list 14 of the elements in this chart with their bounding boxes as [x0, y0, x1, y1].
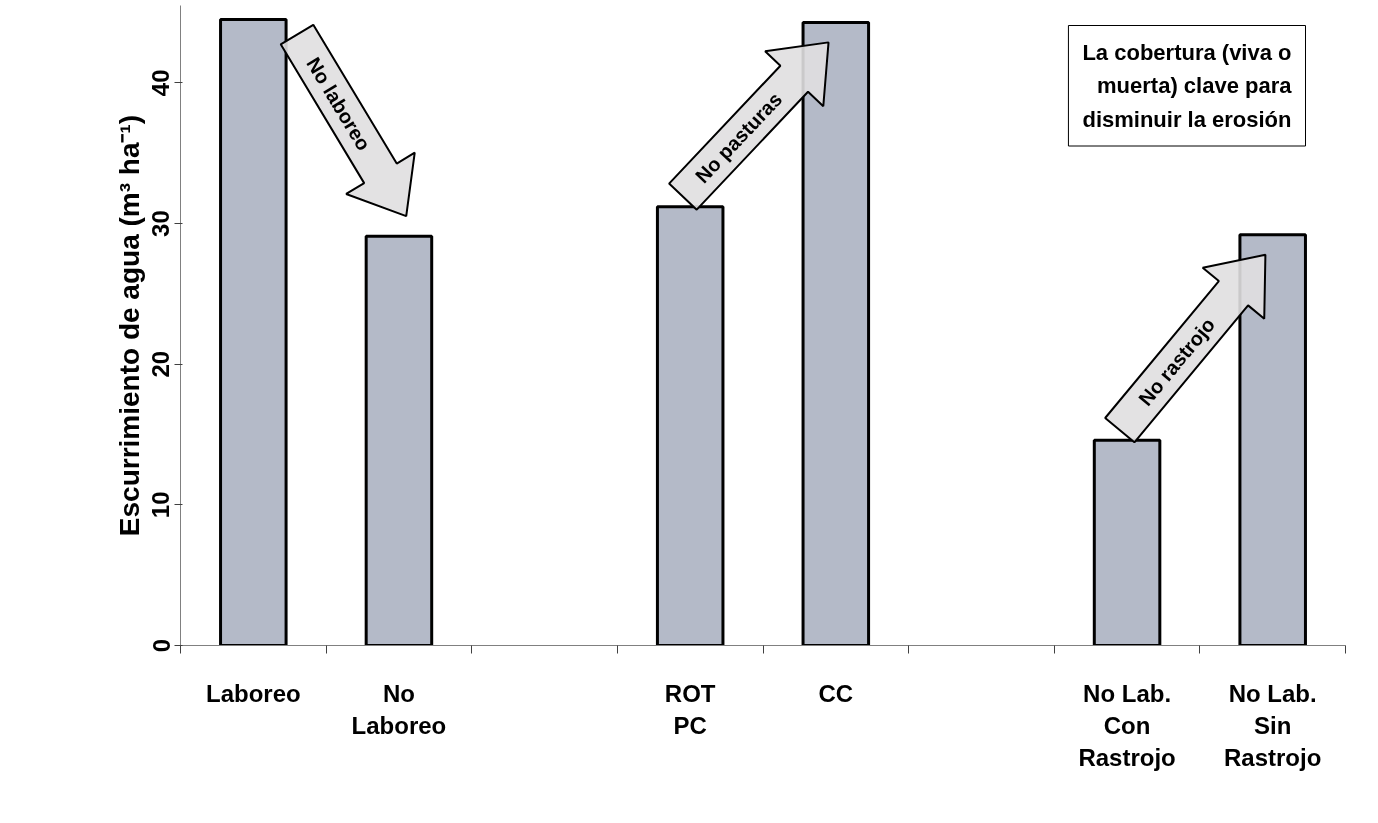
x-tick-label: CC: [818, 679, 854, 707]
y-axis-title: Escurrimiento de agua (m³ ha⁻¹): [113, 114, 145, 537]
y-tick-label: 40: [147, 69, 175, 97]
y-tick-label: 10: [147, 491, 175, 519]
x-tick-label: No Lab. Sin Rastrojo: [1224, 679, 1322, 772]
x-tick-label: ROT PC: [664, 679, 716, 739]
annotation: La cobertura (viva o muerta) clave para disminuir la erosión: [1082, 39, 1293, 132]
bar: [364, 234, 434, 646]
y-tick-label: 0: [147, 638, 175, 653]
y-tick-label: 20: [147, 350, 175, 378]
x-tick-label: Laboreo: [205, 679, 301, 707]
x-tick-label: No Lab. Con Rastrojo: [1078, 679, 1176, 772]
y-tick-label: 30: [147, 210, 175, 237]
x-tick-label: No Laboreo: [351, 679, 447, 739]
